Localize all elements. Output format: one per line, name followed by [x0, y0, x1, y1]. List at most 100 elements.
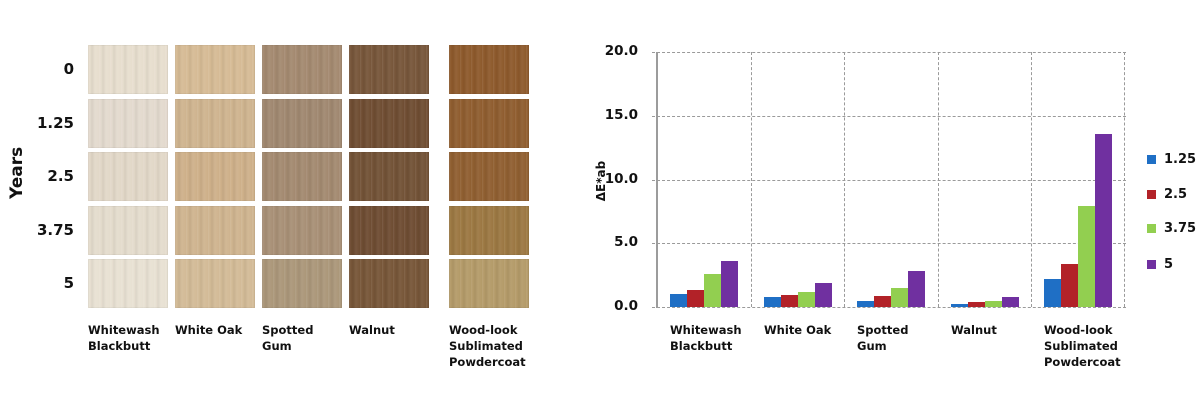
wood-swatch	[175, 152, 255, 201]
wood-grain-texture	[88, 45, 168, 94]
wood-swatch	[262, 99, 342, 148]
bar-5	[721, 261, 738, 307]
wood-grain-texture	[262, 152, 342, 201]
wood-grain-texture	[262, 99, 342, 148]
vertical-gridline	[751, 52, 752, 307]
y-tick-label: 20.0	[604, 43, 638, 59]
row-label-years: 5	[63, 274, 74, 292]
wood-grain-texture	[175, 99, 255, 148]
bar-1-25	[950, 303, 968, 307]
wood-swatch	[349, 259, 429, 308]
column-label: Wood-look Sublimated Powdercoat	[449, 323, 526, 369]
legend-label: 5	[1164, 256, 1174, 272]
row-label-years: 0	[63, 60, 74, 78]
wood-grain-texture	[349, 99, 429, 148]
legend-label: 3.75	[1164, 220, 1197, 236]
legend-color-swatch	[1147, 154, 1156, 164]
bar-3-75	[891, 287, 908, 307]
wood-swatch	[88, 206, 168, 255]
wood-swatch	[449, 206, 529, 255]
wood-grain-texture	[349, 259, 429, 308]
horizontal-gridline	[652, 243, 1126, 245]
y-axis-line	[656, 52, 658, 308]
wood-swatch	[349, 45, 429, 94]
wood-swatch	[175, 45, 255, 94]
column-label: Spotted Gum	[262, 323, 314, 353]
column-label: Whitewash Blackbutt	[88, 323, 160, 353]
wood-grain-texture	[349, 206, 429, 255]
vertical-gridline	[844, 52, 845, 307]
wood-grain-texture	[175, 259, 255, 308]
bar-2-5	[967, 301, 985, 307]
wood-swatch	[262, 45, 342, 94]
wood-swatch	[262, 152, 342, 201]
wood-grain-texture	[175, 45, 255, 94]
y-tick-label: 15.0	[604, 106, 638, 123]
row-label-years: 3.75	[36, 221, 74, 239]
wood-swatch	[88, 45, 168, 94]
wood-swatch	[262, 259, 342, 308]
legend-item: 1.25	[1147, 151, 1197, 167]
column-label: Walnut	[349, 323, 395, 337]
bar-1-25	[763, 296, 781, 307]
wood-swatch	[175, 259, 255, 308]
y-tick-label: 10.0	[604, 170, 638, 187]
bar-3-75	[984, 300, 1002, 307]
wood-swatch	[349, 99, 429, 148]
wood-grain-texture	[449, 99, 529, 148]
column-label: White Oak	[175, 323, 243, 337]
wood-grain-texture	[449, 206, 529, 255]
wood-grain-texture	[175, 152, 255, 201]
wood-grain-texture	[449, 45, 529, 94]
y-tick-label: 0.0	[614, 298, 638, 314]
wood-grain-texture	[349, 45, 429, 94]
legend-color-swatch	[1147, 223, 1156, 233]
wood-grain-texture	[88, 259, 168, 308]
x-axis-label: Wood-look Sublimated Powdercoat	[1044, 323, 1121, 369]
legend-color-swatch	[1147, 259, 1156, 269]
wood-swatch	[449, 259, 529, 308]
wood-swatch	[175, 206, 255, 255]
wood-grain-texture	[449, 259, 529, 308]
wood-grain-texture	[262, 206, 342, 255]
wood-swatch	[449, 99, 529, 148]
y-tick-label: 5.0	[614, 234, 638, 251]
bar-1-25	[670, 294, 687, 307]
wood-swatch	[349, 152, 429, 201]
horizontal-gridline	[652, 52, 1126, 53]
wood-swatch	[88, 99, 168, 148]
vertical-gridline	[1124, 52, 1125, 307]
bar-3-75	[1077, 206, 1095, 307]
wood-grain-texture	[349, 152, 429, 201]
x-axis-label: Walnut	[951, 323, 997, 337]
bar-5	[814, 282, 832, 307]
bar-1-25	[1043, 278, 1061, 307]
wood-grain-texture	[88, 152, 168, 201]
horizontal-gridline	[652, 179, 1126, 181]
legend-label: 1.25	[1164, 151, 1197, 167]
x-axis-label: Spotted Gum	[857, 323, 909, 353]
legend-item: 3.75	[1147, 220, 1197, 236]
row-label-years: 1.25	[36, 114, 74, 132]
legend-color-swatch	[1147, 189, 1156, 199]
wood-grain-texture	[88, 99, 168, 148]
bar-2-5	[780, 294, 798, 307]
wood-swatch	[175, 99, 255, 148]
bar-3-75	[704, 273, 721, 307]
bar-3-75	[797, 291, 815, 307]
wood-swatch	[349, 206, 429, 255]
legend-label: 2.5	[1164, 186, 1188, 202]
wood-swatch	[449, 45, 529, 94]
bar-5	[1094, 133, 1112, 307]
bar-2-5	[874, 296, 891, 307]
vertical-gridline	[1031, 52, 1032, 307]
wood-grain-texture	[262, 259, 342, 308]
bar-5	[1001, 296, 1019, 307]
bar-2-5	[687, 290, 704, 307]
vertical-gridline	[938, 52, 939, 307]
horizontal-gridline	[652, 115, 1126, 117]
bar-1-25	[857, 300, 874, 307]
wood-swatch	[449, 152, 529, 201]
wood-swatch	[262, 206, 342, 255]
legend-item: 5	[1147, 256, 1174, 272]
